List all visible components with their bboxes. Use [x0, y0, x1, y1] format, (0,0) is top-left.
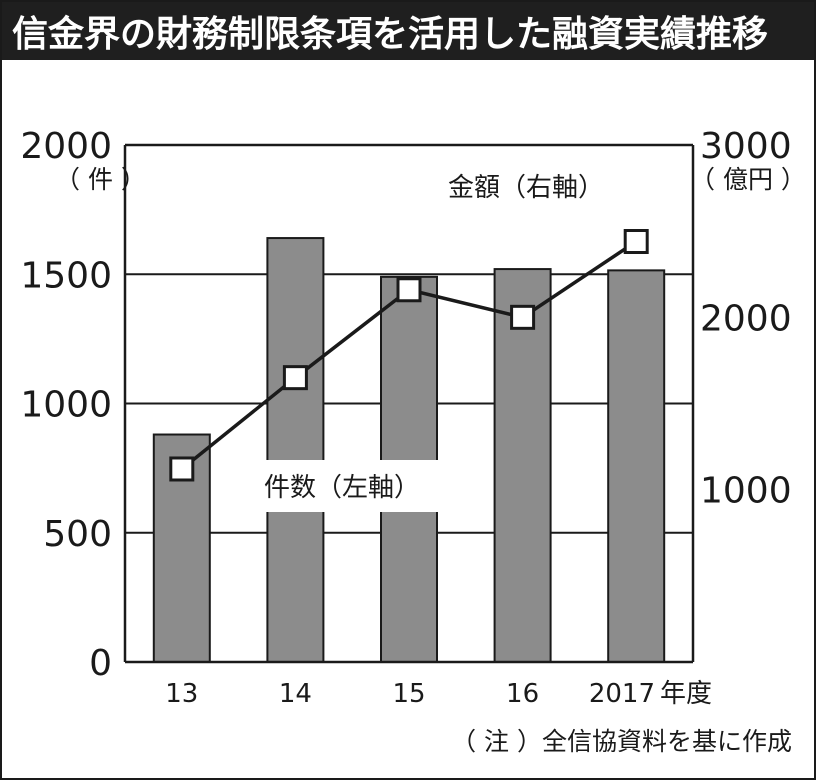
left-tick-label: 0	[89, 643, 112, 684]
count-series-label: 件数（左軸）	[264, 473, 420, 503]
line-layer	[169, 229, 649, 482]
line-point	[396, 277, 422, 303]
left-tick-label: 500	[43, 514, 112, 555]
x-tick-label: 16	[506, 679, 539, 709]
left-tick-label: 1500	[20, 255, 112, 296]
line-point	[623, 229, 649, 255]
axis-layer: 0 500 1000 1500 2000 1000 2000 3000 13 14 15 16 2017	[20, 126, 791, 709]
left-tick-label: 1000	[20, 385, 112, 426]
x-axis-suffix: 年度	[660, 679, 712, 709]
chart-title: 信金界の財務制限条項を活用した融資実績推移	[2, 2, 814, 60]
line-point	[282, 365, 308, 391]
left-axis-unit: （ 件 ）	[55, 165, 146, 194]
right-axis-unit: （ 億円 ）	[690, 165, 806, 194]
right-tick-label: 1000	[700, 471, 792, 512]
count-label-bg	[258, 460, 440, 512]
right-tick-label: 2000	[700, 298, 792, 339]
x-tick-label: 15	[392, 679, 425, 709]
line-point	[169, 456, 195, 482]
x-tick-label: 13	[165, 679, 198, 709]
amount-label-bg	[442, 165, 620, 205]
bar	[607, 269, 666, 663]
x-tick-label: 14	[279, 679, 312, 709]
right-tick-label: 3000	[700, 126, 792, 167]
bar	[266, 237, 325, 663]
x-tick-label: 2017	[589, 679, 655, 709]
source-note: （ 注 ）全信協資料を基に作成	[451, 727, 792, 756]
line-point	[510, 304, 536, 330]
left-tick-label: 2000	[20, 126, 112, 167]
amount-series-label: 金額（右軸）	[448, 173, 604, 203]
